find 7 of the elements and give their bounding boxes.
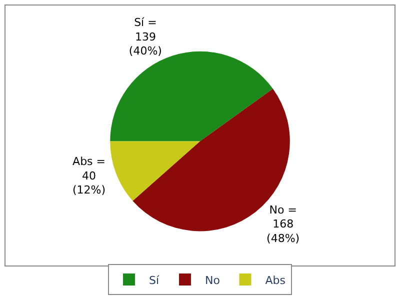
legend-label: Sí: [149, 274, 160, 287]
data-label: No = 168 (48%): [266, 203, 300, 245]
data-label: Abs = 40 (12%): [72, 154, 106, 197]
pie-slice: [110, 141, 200, 201]
data-label: Sí = 139 (40%): [128, 16, 162, 58]
legend-label: Abs: [265, 274, 286, 287]
legend-label: No: [204, 274, 220, 287]
